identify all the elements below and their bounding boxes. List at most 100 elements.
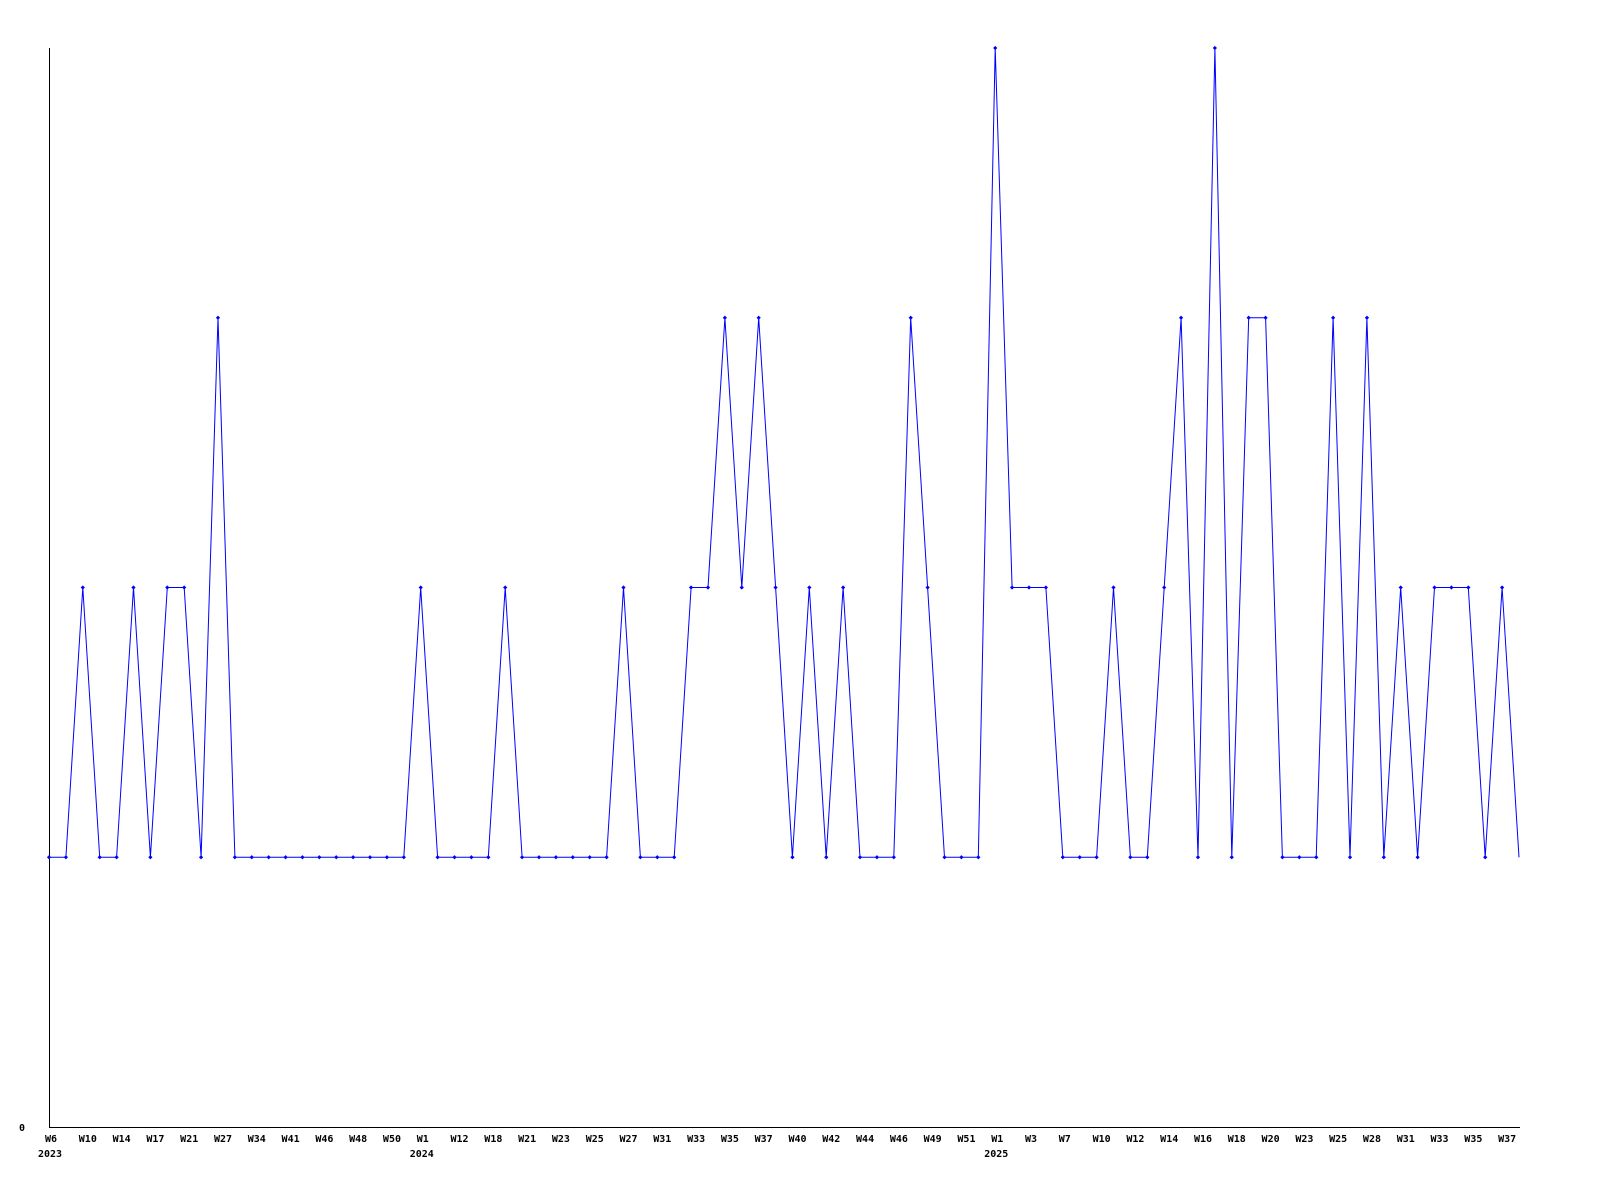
data-point [1415, 855, 1420, 860]
data-point [334, 855, 339, 860]
data-point [1026, 585, 1032, 590]
x-tick-label: W7 [1059, 1134, 1071, 1145]
data-point [300, 855, 305, 860]
data-point [503, 585, 508, 590]
data-point [198, 855, 204, 860]
year-label: 2023 [38, 1149, 62, 1160]
data-point [80, 585, 85, 590]
data-point [638, 855, 643, 860]
data-point [891, 855, 896, 860]
series [46, 45, 1520, 860]
data-point [1314, 855, 1319, 860]
data-point [587, 855, 592, 860]
data-point [1364, 315, 1370, 320]
data-point [1145, 855, 1150, 860]
x-tick-label: W46 [315, 1134, 333, 1145]
x-tick-label: W35 [1464, 1134, 1482, 1145]
data-point [773, 585, 778, 590]
x-tick-label: W44 [856, 1134, 874, 1145]
x-tick-label: W34 [248, 1134, 266, 1145]
data-point [351, 855, 356, 860]
data-point [131, 585, 136, 590]
data-point [266, 855, 271, 860]
x-tick-label: W25 [586, 1134, 604, 1145]
x-tick-label: W18 [1228, 1134, 1246, 1145]
y-tick-label: 0 [19, 1123, 25, 1134]
data-point [722, 315, 727, 320]
x-tick-label: W14 [113, 1134, 131, 1145]
data-point [874, 855, 880, 860]
data-point [1094, 855, 1099, 860]
x-tick-label: W16 [1194, 1134, 1212, 1145]
data-point [1246, 315, 1251, 320]
data-point [97, 855, 102, 860]
x-tick-label: W46 [890, 1134, 908, 1145]
data-point [469, 855, 474, 860]
data-point [959, 855, 964, 860]
data-point [367, 855, 373, 860]
data-point [249, 855, 254, 860]
data-point [1466, 585, 1471, 590]
x-tick-label: W37 [755, 1134, 773, 1145]
x-tick-label: W49 [924, 1134, 942, 1145]
data-point [46, 855, 52, 860]
data-point [1398, 585, 1403, 590]
x-tick-label: W40 [788, 1134, 806, 1145]
x-tick-label: W23 [552, 1134, 570, 1145]
data-point [384, 855, 390, 860]
x-tick-label: W23 [1295, 1134, 1313, 1145]
data-point [418, 585, 423, 590]
data-point [148, 855, 153, 860]
data-point [570, 855, 575, 860]
x-tick-label: W21 [518, 1134, 536, 1145]
data-point [824, 855, 829, 860]
data-point [317, 855, 322, 860]
series-line [49, 47, 1520, 858]
data-point [1229, 855, 1234, 860]
data-point [1060, 855, 1065, 860]
x-tick-label: W12 [451, 1134, 469, 1145]
x-tick-label: W18 [484, 1134, 502, 1145]
data-point [182, 585, 187, 590]
x-tick-label: W10 [1093, 1134, 1111, 1145]
x-tick-label: W31 [653, 1134, 671, 1145]
x-tick-label: W50 [383, 1134, 401, 1145]
data-point [1111, 585, 1116, 590]
data-point [688, 585, 694, 590]
data-point [604, 855, 609, 860]
x-tick-label: W17 [146, 1134, 164, 1145]
data-point [435, 855, 440, 860]
data-point [993, 45, 998, 51]
data-point [976, 855, 981, 860]
data-point [807, 585, 812, 590]
data-point [672, 855, 677, 860]
data-point [1347, 855, 1353, 860]
data-point [1212, 45, 1217, 51]
data-point [114, 855, 119, 860]
data-point [1178, 315, 1184, 320]
data-point [1280, 855, 1285, 860]
data-point [1499, 585, 1505, 590]
x-tick-label: W33 [687, 1134, 705, 1145]
x-tick-label: W33 [1431, 1134, 1449, 1145]
data-point [908, 315, 913, 320]
data-point [1381, 855, 1386, 860]
data-point [63, 855, 69, 860]
data-point [1162, 585, 1167, 590]
data-point [536, 855, 542, 860]
data-point [519, 855, 525, 860]
data-point [553, 855, 559, 860]
data-point [655, 855, 660, 860]
data-point [705, 585, 711, 590]
x-tick-label: W6 [45, 1134, 57, 1145]
data-point [1297, 855, 1302, 860]
data-point [1195, 855, 1201, 860]
x-tick-label: W35 [721, 1134, 739, 1145]
x-tick-label: W31 [1397, 1134, 1415, 1145]
data-point [739, 585, 744, 590]
data-point [942, 855, 947, 860]
data-point [756, 315, 761, 320]
data-point [1077, 855, 1082, 860]
x-tick-labels: W6 W10 W14 W17 W21 W27 W34 W41 W46 W48 W50 W1 W12 W18… [38, 1134, 1516, 1160]
